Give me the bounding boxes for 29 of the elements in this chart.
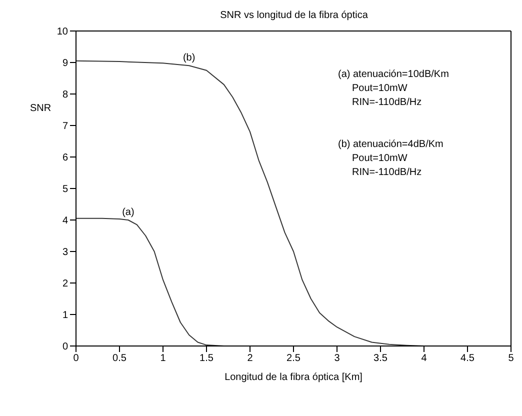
y-tick-label: 4 (62, 216, 68, 227)
x-tick-label: 1.5 (200, 353, 214, 364)
x-tick-label: 4 (421, 353, 428, 364)
y-tick-label: 3 (62, 247, 68, 258)
y-tick-label: 8 (62, 90, 68, 101)
x-tick-label: 4.5 (460, 353, 475, 364)
x-tick-label: 0.5 (112, 353, 127, 364)
y-tick-label: 10 (56, 26, 68, 38)
x-tick-label: 5 (508, 353, 514, 364)
chart-title: SNR vs longitud de la fibra óptica (219, 10, 369, 21)
x-axis-title: Longitud de la fibra óptica [Km] (224, 372, 363, 383)
x-tick-label: 3.5 (374, 353, 388, 364)
x-tick-label: 2 (247, 353, 254, 364)
y-tick-label: 1 (62, 310, 68, 322)
annotation: (b) atenuación=4dB/Km Pout=10mW RIN=-110dB/Hz (338, 138, 444, 180)
y-tick-label: 0 (62, 342, 68, 353)
x-tick-label: 3 (334, 353, 340, 364)
y-tick-label: 7 (62, 121, 68, 132)
annotation: (b) (182, 52, 196, 64)
y-tick-label: 5 (62, 184, 68, 196)
x-tick-label: 1 (160, 353, 166, 364)
annotation: (a) atenuación=10dB/Km Pout=10mW RIN=-110dB/Hz (338, 68, 449, 110)
y-axis-title: SNR (30, 103, 52, 114)
x-tick-label: 2.5 (286, 353, 301, 364)
y-tick-label: 9 (62, 58, 68, 70)
annotation: (a) (122, 207, 134, 218)
y-tick-label: 6 (62, 152, 68, 164)
x-tick-label: 0 (73, 353, 80, 364)
y-tick-label: 2 (62, 278, 68, 290)
